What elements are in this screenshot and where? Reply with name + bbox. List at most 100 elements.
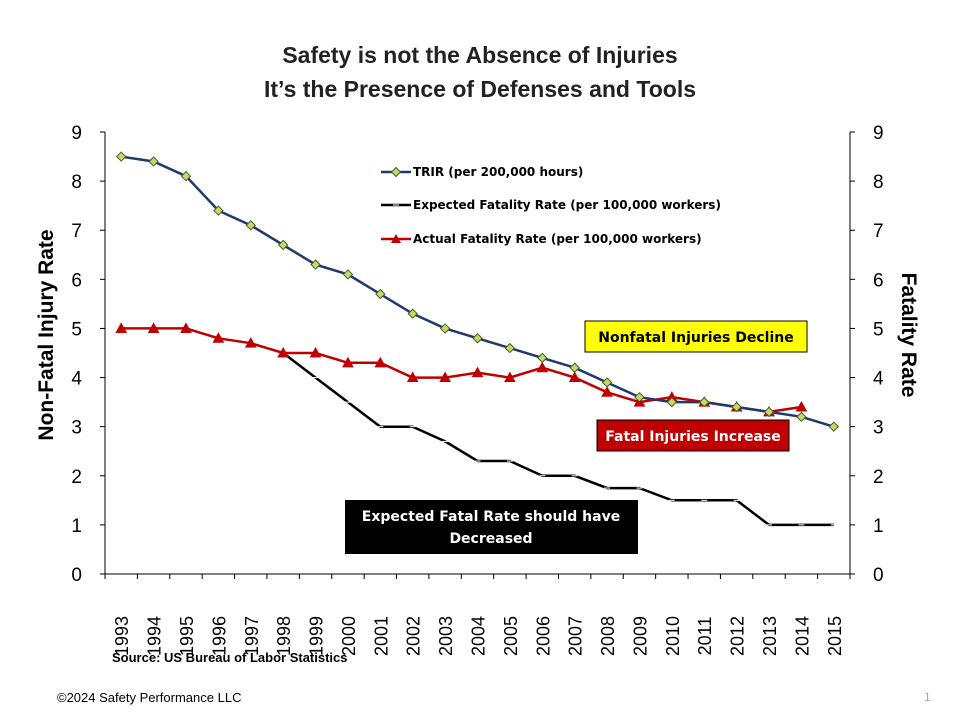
footer-copyright: ©2024 Safety Performance LLC [57, 690, 241, 705]
left-y-tick-label: 3 [71, 418, 82, 439]
left-y-tick-label: 2 [71, 467, 82, 488]
right-y-tick-label: 6 [873, 270, 884, 291]
x-tick-label: 2010 [663, 616, 683, 656]
series-actual-point [309, 346, 322, 358]
left-y-tick-label: 9 [71, 123, 82, 144]
x-tick-label: 2001 [371, 616, 391, 656]
series-actual-point [277, 346, 290, 358]
x-tick-label: 1995 [177, 616, 197, 656]
callout-fatal-increase-box [596, 419, 790, 452]
x-tick-label: 1997 [242, 616, 262, 656]
x-tick-label: 2002 [404, 616, 424, 656]
series-trir-point [148, 156, 159, 167]
series-trir-point [634, 391, 645, 403]
x-tick-label: 1999 [307, 616, 327, 656]
x-tick-label: 2003 [436, 616, 456, 656]
series-trir-point [407, 308, 418, 319]
legend-swatch-marker [390, 166, 402, 178]
series-trir-point [537, 352, 548, 364]
series-trir-point [472, 333, 483, 344]
x-tick-label: 2012 [728, 616, 748, 656]
series-actual-point [601, 386, 613, 397]
x-tick-label: 2004 [469, 616, 489, 656]
left-y-tick-label: 4 [71, 369, 82, 390]
x-tick-label: 2005 [501, 616, 521, 656]
series-trir-point [796, 411, 807, 423]
series-trir-point [342, 269, 354, 280]
x-tick-label: 2014 [792, 616, 812, 656]
x-tick-label: 1998 [274, 616, 294, 656]
legend-label: TRIR (per 200,000 hours) [413, 165, 583, 179]
series-trir-point [504, 342, 516, 354]
x-tick-label: 2015 [825, 616, 845, 656]
x-tick-label: 2007 [566, 616, 586, 656]
series-actual-point [536, 361, 549, 373]
callout-fatal-increase: Fatal Injuries Increase [596, 419, 790, 452]
callout-expected-decrease-text-line-1: Expected Fatal Rate should have [362, 509, 620, 525]
chart-title-line-1: Safety is not the Absence of Injuries [282, 42, 677, 68]
page-number: 1 [924, 690, 931, 704]
right-y-tick-label: 9 [873, 123, 884, 144]
series-actual-point [439, 371, 451, 383]
series-trir-point [666, 396, 678, 408]
series-trir-point [569, 362, 580, 373]
right-y-tick-label: 7 [873, 221, 884, 242]
series-actual-point [115, 322, 128, 333]
legend: TRIR (per 200,000 hours) Expected Fatalit… [381, 165, 721, 246]
series-trir-point [699, 396, 710, 408]
source-note: Source: US Bureau of Labor Statistics [112, 650, 348, 665]
x-tick-label: 1996 [209, 616, 229, 656]
legend-item-actual: Actual Fatality Rate (per 100,000 worker… [381, 232, 702, 246]
callout-nonfatal-decline-text: Nonfatal Injuries Decline [598, 330, 793, 346]
series-actual-line [121, 327, 802, 414]
callout-expected-decrease: Expected Fatal Rate should have Decrease… [345, 500, 638, 554]
series-actual-point [180, 322, 192, 333]
legend-item-trir: TRIR (per 200,000 hours) [381, 165, 583, 179]
series-actual-point [212, 332, 225, 343]
series-trir-point [277, 239, 289, 251]
series-actual-point [147, 322, 160, 333]
right-y-axis-ticks: 0 1 2 3 4 5 6 7 8 9 [850, 123, 884, 586]
series-actual-point [244, 337, 257, 348]
series-trir-point [245, 220, 256, 231]
x-tick-label: 2009 [630, 616, 650, 656]
series-layer [115, 151, 840, 527]
series-trir-point [731, 401, 742, 413]
series-trir-point [213, 205, 224, 216]
left-y-axis-ticks: 0 1 2 3 4 5 6 7 8 9 [71, 123, 105, 586]
x-axis-ticks: 1993 1994 1995 1996 1997 1998 1999 2000 2001 2002… [104, 574, 851, 656]
series-trir-point [763, 406, 775, 418]
series-trir-point [115, 151, 127, 162]
series-actual-point [568, 371, 581, 383]
right-y-tick-label: 4 [873, 369, 884, 390]
x-tick-label: 2013 [760, 616, 780, 656]
left-axis-label: Non-Fatal Injury Rate [35, 229, 58, 440]
callout-nonfatal-decline-box [584, 320, 808, 353]
series-expected-line [282, 352, 834, 527]
right-y-tick-label: 2 [873, 467, 884, 488]
left-y-tick-label: 1 [71, 516, 82, 537]
right-y-tick-label: 0 [873, 565, 884, 586]
right-y-tick-label: 5 [873, 319, 884, 340]
series-actual-point [504, 371, 516, 383]
legend-item-expected: Expected Fatality Rate (per 100,000 work… [381, 198, 721, 212]
left-y-tick-label: 7 [71, 221, 82, 242]
left-y-tick-label: 6 [71, 270, 82, 291]
chart-title-line-2: It’s the Presence of Defenses and Tools [264, 76, 696, 102]
legend-swatch-marker [391, 234, 401, 243]
series-actual-point [406, 371, 419, 383]
right-axis-label: Fatality Rate [897, 273, 920, 398]
series-trir-point [310, 259, 321, 270]
x-tick-label: 2006 [533, 616, 553, 656]
chart-title: Safety is not the Absence of Injuries It… [264, 42, 696, 102]
x-tick-label: 2008 [598, 616, 618, 656]
callout-expected-decrease-text-line-2: Decreased [449, 531, 532, 547]
x-tick-label: 1993 [112, 616, 132, 656]
callout-nonfatal-decline: Nonfatal Injuries Decline [584, 320, 808, 353]
callout-fatal-increase-text: Fatal Injuries Increase [605, 429, 781, 445]
legend-label: Actual Fatality Rate (per 100,000 worker… [413, 232, 702, 246]
left-y-tick-label: 5 [71, 319, 82, 340]
callout-expected-decrease-box [345, 500, 638, 554]
series-actual-point [374, 356, 387, 368]
